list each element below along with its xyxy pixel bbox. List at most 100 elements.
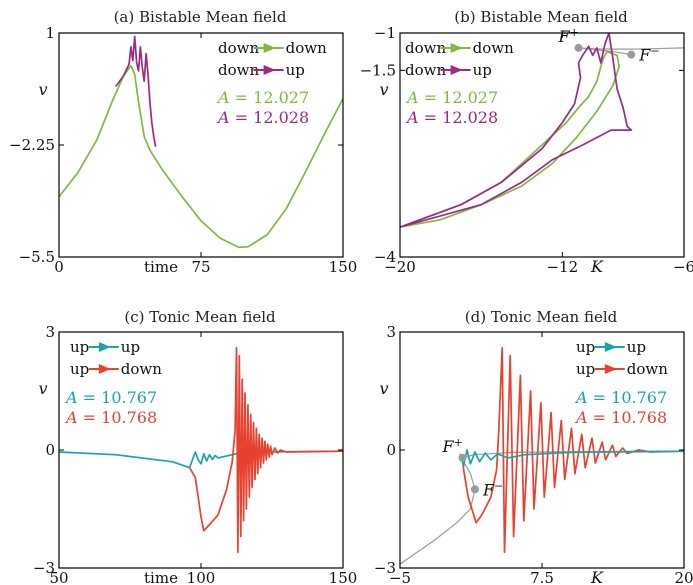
legend-arrow-head (604, 364, 617, 374)
legend-to: up (286, 61, 305, 79)
x-tick-label: 20 (674, 569, 693, 585)
legend-arrow-head (450, 65, 463, 75)
panel-a: (a) Bistable Mean field 0 75 150 1 −2.25 −5.5 t… (9, 8, 357, 276)
series-line-0 (59, 64, 343, 249)
series-line-0 (578, 47, 684, 50)
y-tick-label: 3 (386, 323, 396, 341)
x-tick-label: −5 (389, 569, 411, 585)
parameter-annotation: A = 12.027 (216, 88, 309, 107)
y-tick-label: 0 (386, 441, 396, 459)
legend-from: up (70, 338, 89, 356)
x-tick-label: −12 (546, 258, 578, 276)
legend-arrow-head (604, 342, 617, 352)
panel-title: (c) Tonic Mean field (124, 308, 276, 326)
legend-to: up (627, 338, 646, 356)
x-axis-label: K (590, 257, 604, 276)
fixed-point-label: F+ (558, 26, 579, 46)
legend-entry: down down (405, 39, 514, 57)
fixed-point-label: F− (638, 45, 659, 65)
x-axis-label: time (144, 258, 178, 276)
y-axis-label: v (379, 80, 388, 99)
y-tick-label: −3 (374, 559, 396, 577)
legend-entry: up up (70, 338, 140, 356)
series-line-2 (459, 449, 684, 467)
y-tick-label: −2.25 (9, 136, 55, 154)
series-line-0 (400, 450, 684, 565)
series-group (59, 346, 343, 554)
x-tick-label: −6 (673, 258, 693, 276)
legend-entry: up up (576, 338, 646, 356)
series-line-1 (188, 346, 343, 554)
series-group (59, 35, 343, 249)
legend-from: down (218, 39, 259, 57)
y-tick-label: 3 (45, 323, 55, 341)
legend-to: down (121, 360, 162, 378)
parameter-annotation: A = 10.767 (574, 388, 667, 407)
y-axis-label: v (379, 379, 388, 398)
series-line-1 (578, 47, 632, 56)
y-tick-label: 0 (45, 441, 55, 459)
x-tick-label: 75 (191, 258, 210, 276)
legend-arrow-head (263, 43, 276, 53)
series-line-3 (400, 33, 633, 228)
parameter-annotation: A = 12.028 (405, 108, 498, 127)
y-axis-label: v (38, 379, 47, 398)
legend-to: down (286, 39, 327, 57)
x-axis-label: time (144, 569, 178, 585)
series-line-1 (461, 346, 684, 554)
fixed-point-marker (627, 50, 636, 59)
y-tick-label: −1 (374, 24, 396, 42)
y-tick-label: −3 (33, 559, 55, 577)
y-tick-label: −1.5 (360, 61, 396, 79)
x-axis-label: K (590, 568, 604, 585)
parameter-annotation: A = 10.768 (574, 408, 667, 427)
legend-from: down (405, 61, 446, 79)
series-group (400, 346, 684, 565)
plot-frame (399, 32, 685, 258)
legend-from: up (70, 360, 89, 378)
fixed-point-marker (574, 43, 583, 52)
parameter-annotation: A = 10.767 (64, 388, 157, 407)
panel-title: (a) Bistable Mean field (114, 8, 287, 26)
y-tick-label: −5.5 (19, 248, 55, 266)
panel-title: (b) Bistable Mean field (454, 8, 628, 26)
legend-to: down (627, 360, 668, 378)
fixed-point-marker (458, 453, 467, 462)
legend-arrow-head (450, 43, 463, 53)
legend-arrow-head (98, 364, 111, 374)
parameter-annotation: A = 10.768 (64, 408, 157, 427)
legend-arrow-head (263, 65, 276, 75)
x-tick-label: 150 (329, 569, 358, 585)
series-line-0 (59, 450, 343, 469)
x-tick-label: 150 (329, 258, 358, 276)
series-line-1 (115, 35, 157, 147)
legend-from: down (405, 39, 446, 57)
legend-entry: up down (576, 360, 668, 378)
x-tick-label: 100 (187, 569, 216, 585)
fixed-point-label: F+ (441, 436, 462, 456)
parameter-annotation: A = 12.027 (405, 88, 498, 107)
x-tick-label: −20 (384, 258, 416, 276)
legend-to: down (473, 39, 514, 57)
legend-entry: down down (218, 39, 327, 57)
legend-from: up (576, 338, 595, 356)
legend-from: up (576, 360, 595, 378)
legend-to: up (473, 61, 492, 79)
x-tick-label: 7.5 (530, 569, 554, 585)
legend-entry: down up (405, 61, 492, 79)
fixed-point-marker (470, 485, 479, 494)
panel-title: (d) Tonic Mean field (465, 308, 618, 326)
legend-entry: up down (70, 360, 162, 378)
y-tick-label: −4 (374, 248, 396, 266)
x-tick-label: 0 (54, 258, 64, 276)
fixed-point-label: F− (482, 479, 503, 499)
legend-arrow-head (98, 342, 111, 352)
legend-from: down (218, 61, 259, 79)
parameter-annotation: A = 12.028 (216, 108, 309, 127)
series-group (400, 33, 684, 228)
x-tick-label: 50 (49, 569, 68, 585)
legend-to: up (121, 338, 140, 356)
